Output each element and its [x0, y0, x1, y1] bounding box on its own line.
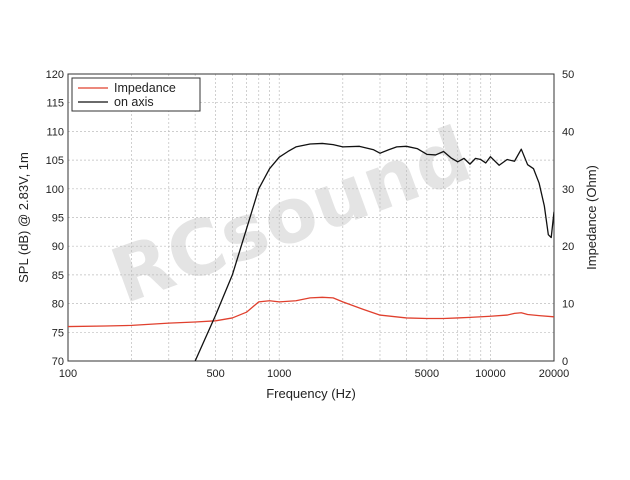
- series-line-impedance: [68, 296, 554, 328]
- y-left-tick-label: 115: [46, 98, 64, 110]
- legend-box: [71, 77, 201, 112]
- legend: Impedance on axis: [71, 77, 201, 112]
- legend-label-impedance: Impedance: [114, 81, 176, 95]
- y-left-tick-label: 100: [46, 184, 64, 196]
- x-tick-label: 100: [59, 368, 77, 380]
- x-tick-label: 10000: [475, 368, 506, 380]
- y-right-tick-label: 50: [562, 69, 574, 81]
- y-right-tick-label: 10: [562, 299, 574, 311]
- y-right-tick-label: 0: [562, 356, 568, 368]
- y-left-tick-label: 85: [52, 270, 64, 282]
- watermark-logo: RCsound: [100, 109, 482, 321]
- y-axis-right-title: Impedance (Ohm): [584, 165, 599, 270]
- series-line-on-axis: [194, 142, 554, 361]
- series-layer: [68, 142, 554, 361]
- y-right-tick-label: 30: [562, 184, 574, 196]
- x-tick-label: 1000: [267, 368, 291, 380]
- x-tick-label: 5000: [415, 368, 439, 380]
- x-tick-label: 500: [206, 368, 224, 380]
- y-left-tick-label: 120: [46, 69, 64, 81]
- x-tick-label: 20000: [539, 368, 570, 380]
- y-right-tick-label: 20: [562, 241, 574, 253]
- y-left-tick-label: 80: [52, 299, 64, 311]
- y-axis-left-title: SPL (dB) @ 2.83V, 1m: [16, 152, 31, 283]
- y-left-tick-label: 110: [46, 126, 64, 138]
- x-axis-title: Frequency (Hz): [266, 386, 356, 401]
- y-right-tick-label: 40: [562, 126, 574, 138]
- y-left-tick-label: 90: [52, 241, 64, 253]
- y-left-tick-label: 95: [52, 213, 64, 225]
- tick-labels: 100 500 1000 5000 10000 200007075808590951001…: [46, 69, 575, 380]
- legend-label-on-axis: on axis: [114, 95, 154, 109]
- y-left-tick-label: 70: [52, 356, 64, 368]
- y-left-tick-label: 75: [52, 327, 64, 339]
- y-left-tick-label: 105: [46, 155, 64, 167]
